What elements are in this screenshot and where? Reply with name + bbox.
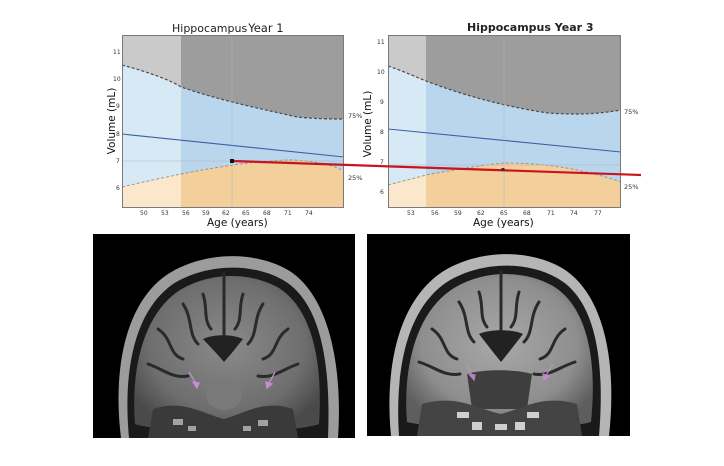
chart2-pct-75: 75% bbox=[624, 108, 639, 116]
chart2-xtick: 68 bbox=[523, 210, 531, 217]
chart2-pct-25: 25% bbox=[624, 183, 639, 191]
chart2-ytick: 8 bbox=[380, 129, 384, 136]
chart2-xtick: 74 bbox=[570, 210, 578, 217]
chart1-ytick: 9 bbox=[116, 103, 120, 110]
chart1-ytick: 11 bbox=[113, 49, 121, 56]
chart1-xtick: 62 bbox=[222, 210, 230, 217]
chart1-title-year: Year 1 bbox=[248, 21, 284, 35]
chart2-xtick: 77 bbox=[594, 210, 602, 217]
chart1-ytick: 10 bbox=[113, 76, 121, 83]
chart1-xtick: 56 bbox=[182, 210, 190, 217]
chart2-xtick: 56 bbox=[431, 210, 439, 217]
patient-point-year3 bbox=[501, 168, 505, 171]
chart1-xtick: 50 bbox=[140, 210, 148, 217]
chart1-xtick: 71 bbox=[284, 210, 292, 217]
chart1-xtick: 74 bbox=[305, 210, 313, 217]
chart2-xtick: 53 bbox=[407, 210, 415, 217]
chart1-ytick: 6 bbox=[116, 185, 120, 192]
brain-coronal-image bbox=[389, 254, 612, 436]
patient-point-year1 bbox=[230, 159, 234, 163]
chart2-xtick: 62 bbox=[477, 210, 485, 217]
chart2-ytick: 11 bbox=[377, 39, 385, 46]
chart1-pct-25: 25% bbox=[348, 174, 363, 182]
chart2-xtick: 59 bbox=[454, 210, 462, 217]
mri-year3 bbox=[367, 234, 630, 436]
chart1-xlabel: Age (years) bbox=[207, 217, 268, 229]
chart2-title-main: Hippocampus bbox=[467, 21, 551, 34]
chart2-ytick: 7 bbox=[380, 159, 384, 166]
chart1-xtick: 68 bbox=[263, 210, 271, 217]
chart2-xlabel: Age (years) bbox=[473, 217, 534, 229]
chart1-xtick: 65 bbox=[242, 210, 250, 217]
chart1-ytick: 7 bbox=[116, 158, 120, 165]
chart1-title-main: Hippocampus bbox=[172, 22, 248, 35]
chart2-title: Hippocampus Year 3 bbox=[467, 21, 594, 34]
chart1-pct-75: 75% bbox=[348, 112, 363, 120]
brain-coronal-image bbox=[118, 256, 339, 438]
chart2-title-year: Year 3 bbox=[554, 21, 594, 34]
mri-year1 bbox=[93, 234, 355, 438]
chart2-xtick: 65 bbox=[500, 210, 508, 217]
chart2-ytick: 10 bbox=[377, 69, 385, 76]
chart2-ytick: 6 bbox=[380, 189, 384, 196]
chart1-xtick: 53 bbox=[161, 210, 169, 217]
chart1-ytick: 8 bbox=[116, 131, 120, 138]
chart1-title: HippocampusYear 1 bbox=[172, 21, 284, 35]
chart1-xtick: 59 bbox=[202, 210, 210, 217]
chart1-plot bbox=[122, 35, 344, 208]
chart2-xtick: 71 bbox=[547, 210, 555, 217]
chart2-ytick: 9 bbox=[380, 99, 384, 106]
